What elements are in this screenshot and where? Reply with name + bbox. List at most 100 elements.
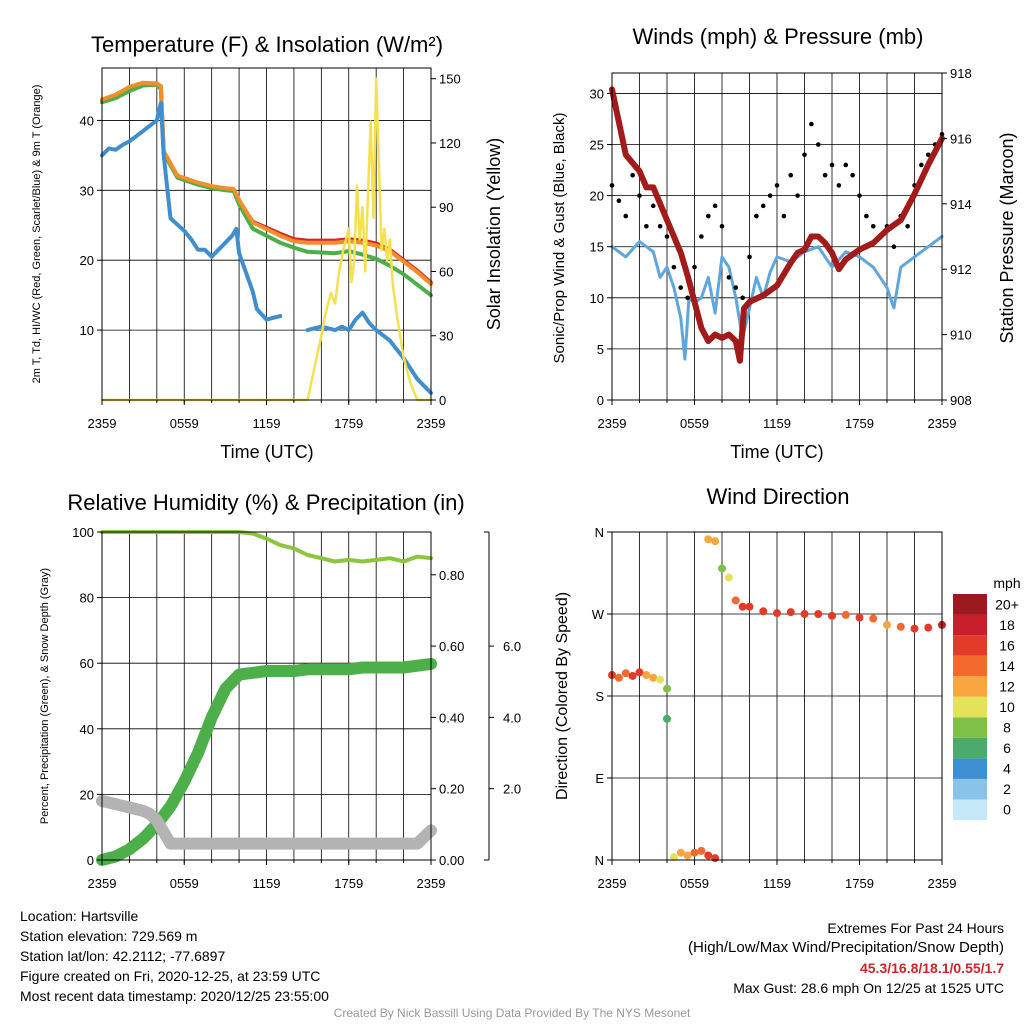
y-right-tick-label: 912 <box>950 262 972 277</box>
direction-ylabel: Direction (Colored By Speed) <box>554 592 571 800</box>
colorbar-level-label: 0 <box>1003 802 1011 818</box>
direction-point <box>841 610 850 619</box>
x-tick-label: 1159 <box>763 876 791 891</box>
y-right-tick-label: 0.60 <box>439 639 464 654</box>
y-tick-label: 30 <box>590 86 604 101</box>
y-right-tick-label: 90 <box>439 200 453 215</box>
station-info: Location: Hartsville Station elevation: … <box>20 906 329 1006</box>
direction-point <box>676 848 685 857</box>
colorbar-level-label: 12 <box>999 678 1015 694</box>
colorbar-level-label: 4 <box>1003 761 1011 777</box>
y-tick-label: E <box>595 771 604 786</box>
gust-point <box>891 244 897 250</box>
y-tick-label: 20 <box>80 787 94 802</box>
x-tick-label: 2359 <box>88 416 117 431</box>
colorbar-swatch <box>953 614 987 636</box>
direction-point <box>683 851 692 860</box>
y-right-tick-label: 908 <box>950 393 972 408</box>
gust-point <box>699 234 704 239</box>
x-tick-label: 2359 <box>88 876 117 891</box>
colorbar-swatch <box>953 655 987 677</box>
colorbar-level-label: 6 <box>1003 740 1011 756</box>
direction-point <box>690 848 699 857</box>
y-right-tick-label: 120 <box>439 136 461 151</box>
extremes-info: Extremes For Past 24 Hours (High/Low/Max… <box>688 918 1004 998</box>
direction-point <box>924 623 933 632</box>
x-tick-label: 0559 <box>680 416 709 431</box>
gust-point <box>795 193 800 198</box>
colorbar-level-label: 8 <box>1003 720 1011 736</box>
colorbar-label: mph <box>993 575 1020 591</box>
direction-grid <box>612 531 942 861</box>
direction-point <box>786 608 795 617</box>
x-tick-label: 2359 <box>417 416 446 431</box>
y-tick-label: 40 <box>80 113 94 128</box>
y-tick-label: 100 <box>72 525 94 540</box>
gust-point <box>774 183 780 188</box>
gust-point <box>692 264 697 270</box>
gust-point <box>733 285 739 290</box>
y-tick-label: N <box>595 525 604 540</box>
colorbar-swatch <box>953 594 987 615</box>
direction-point <box>718 564 726 573</box>
x-tick-label: 2359 <box>928 876 957 891</box>
created-text: Figure created on Fri, 2020-12-25, at 23… <box>20 968 321 984</box>
gust-point <box>747 254 752 260</box>
direction-point <box>711 854 720 863</box>
direction-point <box>883 620 891 629</box>
direction-point <box>814 610 823 618</box>
temperature-ticks: 2359 0559 1159 1759 2359 10 20 30 40 0 30 60 90 120 15… <box>80 72 461 431</box>
outer-tick-label: 2.0 <box>503 782 521 797</box>
credit-text: Created By Nick Bassill Using Data Provi… <box>333 1006 691 1020</box>
colorbar-swatch <box>953 799 987 820</box>
direction-point <box>656 675 665 684</box>
x-tick-label: 0559 <box>170 876 199 891</box>
colorbar-level-label: 16 <box>999 637 1015 653</box>
direction-point <box>828 611 836 620</box>
gust-point <box>644 223 649 229</box>
gust-point <box>836 183 842 188</box>
direction-point <box>724 573 733 582</box>
winds-panel: Winds (mph) & Pressure (mb) 2359 0559 1159… <box>551 24 1017 462</box>
direction-point <box>649 673 658 682</box>
direction-point <box>711 537 720 546</box>
colorbar-swatch <box>953 676 987 697</box>
gust-point <box>616 198 622 204</box>
colorbar-swatch <box>953 758 987 779</box>
gust-point <box>925 152 931 158</box>
y-right-tick-label: 910 <box>950 328 972 343</box>
y-right-tick-label: 0.00 <box>439 853 464 868</box>
x-tick-label: 1759 <box>845 416 874 431</box>
winds-ylabel-right: Station Pressure (Maroon) <box>997 132 1017 343</box>
x-tick-label: 1159 <box>253 416 281 431</box>
x-tick-label: 1759 <box>334 416 363 431</box>
temperature-xlabel: Time (UTC) <box>220 442 313 462</box>
gust-point <box>829 162 835 168</box>
y-tick-label: 60 <box>80 656 94 671</box>
direction-point <box>663 684 671 693</box>
direction-title: Wind Direction <box>706 484 849 509</box>
y-right-tick-label: 0.80 <box>439 568 464 583</box>
outer-tick-label: 4.0 <box>503 710 521 725</box>
location-text: Location: Hartsville <box>20 908 139 924</box>
direction-panel: Wind Direction 2359 0559 1159 1759 2359 N E S W N… <box>554 484 1021 891</box>
direction-point <box>621 669 630 678</box>
x-tick-label: 1159 <box>253 876 281 891</box>
gust-point <box>760 203 766 209</box>
temperature-title: Temperature (F) & Insolation (W/m²) <box>91 32 443 57</box>
gust-point <box>719 223 725 229</box>
humidity-series <box>96 530 437 866</box>
series-solar-insolation <box>100 77 433 402</box>
x-tick-label: 1759 <box>845 876 874 891</box>
direction-point <box>628 671 637 680</box>
gust-point <box>685 295 690 301</box>
gust-point <box>754 213 759 219</box>
humidity-title: Relative Humidity (%) & Precipitation (i… <box>67 490 464 515</box>
gust-point <box>809 121 814 127</box>
speed-colorbar: 0 2 4 6 8 10 12 14 16 18 20+ <box>953 594 1019 820</box>
y-right-tick-label: 0.20 <box>439 782 464 797</box>
elevation-text: Station elevation: 729.569 m <box>20 928 198 944</box>
gust-point <box>802 152 807 158</box>
direction-point <box>614 673 623 682</box>
y-right-tick-label: 30 <box>439 329 453 344</box>
